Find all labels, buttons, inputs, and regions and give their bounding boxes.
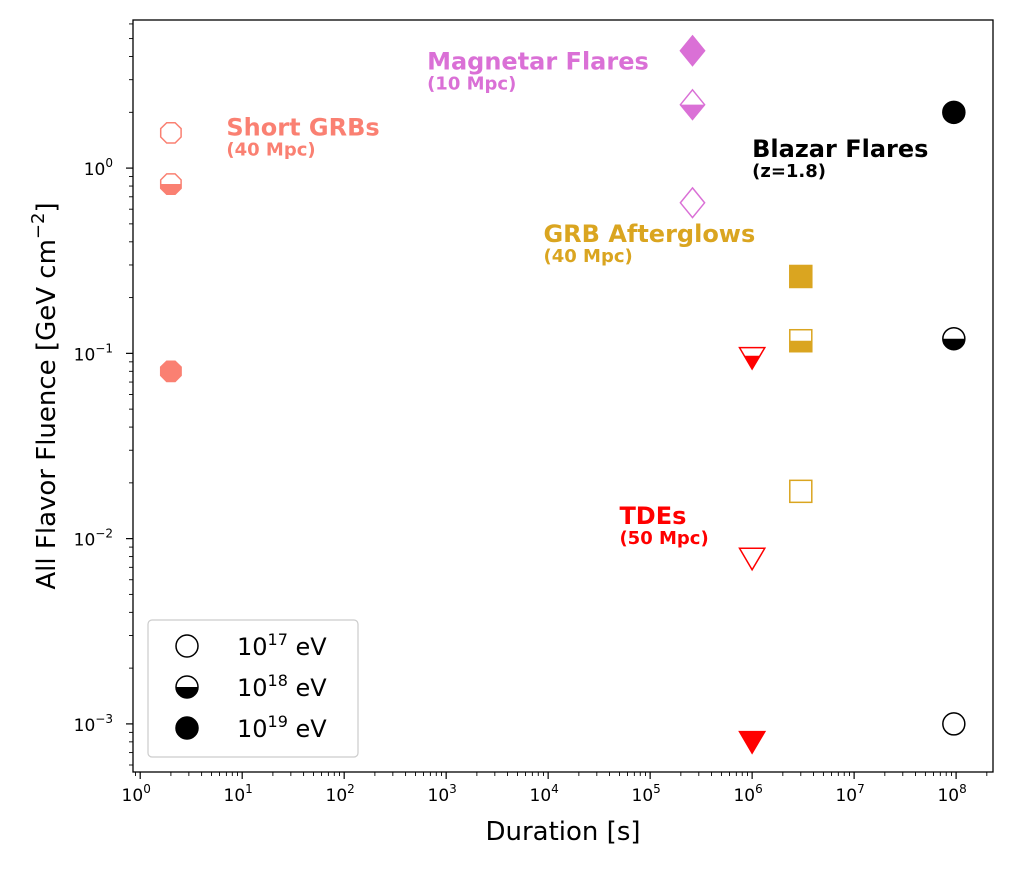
x-tick-label: 104 [530,782,559,806]
y-tick-label: 10−2 [74,527,113,551]
grb-afterglows-point-1e18 [789,328,813,353]
tdes-label: TDEs [619,502,686,530]
x-tick-label: 101 [224,782,253,806]
legend-marker-18 [175,675,199,699]
grb-afterglows-point-1e19 [789,264,813,289]
legend: 1017 eV 1018 eV 1019 eV [147,619,359,758]
x-tick-label: 105 [632,782,661,806]
y-axis-title: All Flavor Fluence [GeV cm−2] [28,202,62,589]
legend-marker-19 [175,716,199,740]
legend-label-19: 1019 eV [237,712,327,743]
y-tick-label: 10−3 [74,712,113,736]
blazar-flares-point-1e18 [942,326,966,351]
x-axis-title: Duration [s] [485,817,640,847]
blazar-flares-label: Blazar Flares [752,135,928,163]
legend-box [147,619,359,758]
x-tick-label: 106 [733,782,762,806]
data-markers [159,34,966,755]
grb-afterglows-label: GRB Afterglows [543,220,755,248]
short-grbs-distance-label: (40 Mpc) [226,139,315,160]
annotations: Short GRBs(40 Mpc)Magnetar Flares(10 Mpc… [226,48,928,549]
legend-label-18: 1018 eV [237,671,327,702]
grb-afterglows-point-1e17 [789,479,813,504]
tdes-point-1e19 [738,730,767,755]
short-grbs-point-1e19 [159,360,182,383]
grb-afterglows-distance-label: (40 Mpc) [543,246,632,267]
x-tick-label: 103 [428,782,457,806]
legend-marker-17 [175,634,199,658]
short-grbs-point-1e18 [159,173,182,195]
x-tick-label: 102 [326,782,355,806]
legend-label-17: 1017 eV [237,630,327,661]
magnetar-flares-point-1e18 [679,88,706,121]
plot-frame [132,19,994,773]
x-tick-label: 107 [835,782,864,806]
blazar-flares-point-1e17 [942,712,966,736]
short-grbs-point-1e17 [159,121,182,144]
tdes-distance-label: (50 Mpc) [619,528,708,549]
magnetar-flares-point-1e17 [679,186,706,219]
x-tick-label: 100 [122,782,151,806]
x-tick-label: 108 [937,782,966,806]
magnetar-flares-label: Magnetar Flares [427,48,649,76]
axis-ticks: 100 101 102 103 104 105 106 107 108 10−3 10−2 10−1 1… [74,23,988,806]
magnetar-flares-distance-label: (10 Mpc) [427,74,516,95]
blazar-flares-distance-label: (z=1.8) [752,161,826,182]
blazar-flares-point-1e19 [942,100,966,125]
magnetar-flares-point-1e19 [679,34,706,67]
tdes-point-1e17 [738,547,767,572]
tdes-point-1e18 [738,346,767,371]
y-tick-label: 100 [84,156,113,180]
short-grbs-label: Short GRBs [226,113,379,141]
y-tick-label: 10−1 [74,341,113,365]
